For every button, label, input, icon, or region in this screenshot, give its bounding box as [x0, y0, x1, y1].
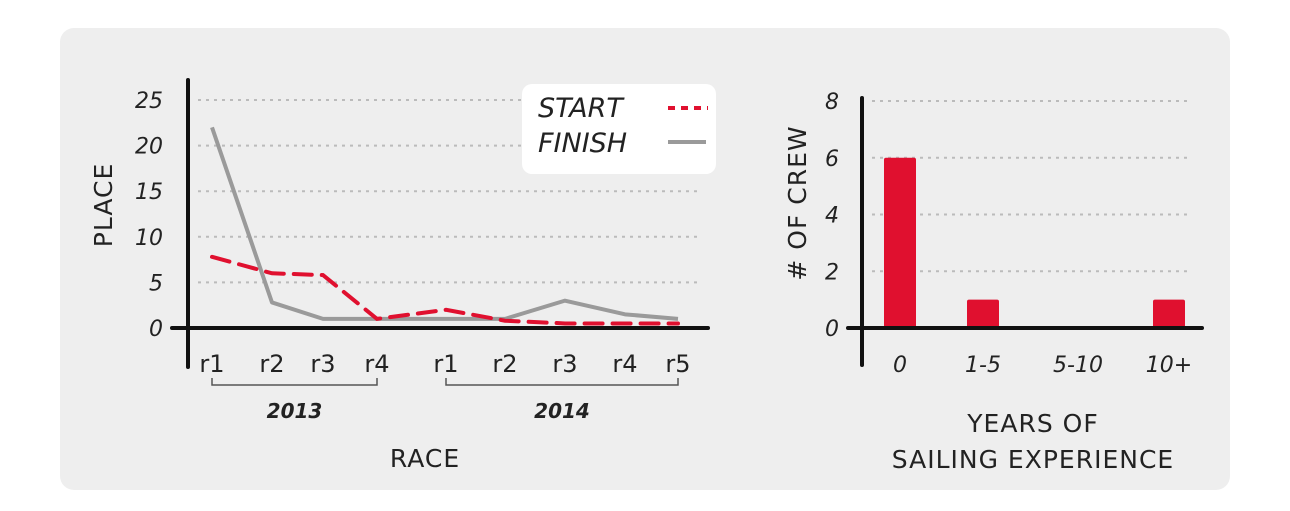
crew-chart-x-ticks: 0 1-5 5-10 10+ — [893, 353, 1192, 378]
x-tick-label: r3 — [310, 350, 335, 378]
group-bracket — [445, 378, 679, 386]
crew-chart-y-label: # OF CREW — [783, 125, 812, 280]
x-tick-label: 1-5 — [965, 353, 1001, 378]
x-tick-label: 10+ — [1146, 353, 1192, 378]
y-tick-label: 0 — [825, 317, 839, 342]
x-tick-label: r1 — [199, 350, 224, 378]
x-tick-label: 5-10 — [1053, 353, 1103, 378]
y-tick-label: 2 — [825, 260, 839, 285]
place-chart: 25 20 15 10 5 0 r1 r2 r3 r4 r1 r2 r3 r4 r5 2013 2014 P… — [89, 78, 716, 473]
bar-1-5 — [967, 299, 999, 328]
crew-chart-x-label-line2: SAILING EXPERIENCE — [892, 445, 1174, 474]
series-start-line — [210, 254, 680, 326]
crew-chart-bars — [884, 157, 1185, 328]
crew-chart-y-ticks: 8 6 4 2 0 — [825, 90, 839, 342]
place-chart-year-groups: 2013 2014 — [211, 378, 679, 423]
y-tick-label: 6 — [825, 147, 839, 172]
y-tick-label: 20 — [135, 135, 163, 160]
place-chart-x-label: RACE — [390, 444, 460, 473]
group-label: 2014 — [534, 399, 590, 423]
place-chart-y-ticks: 25 20 15 10 5 0 — [135, 89, 163, 342]
bar-0 — [884, 157, 916, 328]
x-tick-label: 0 — [893, 353, 907, 378]
y-tick-label: 0 — [149, 317, 163, 342]
crew-chart-x-label-line1: YEARS OF — [966, 409, 1098, 438]
place-chart-y-label: PLACE — [89, 163, 118, 248]
bar-10+ — [1153, 299, 1185, 328]
y-tick-label: 25 — [135, 89, 163, 114]
crew-chart-gridlines — [872, 100, 1192, 273]
place-chart-x-ticks: r1 r2 r3 r4 r1 r2 r3 r4 r5 — [199, 350, 690, 378]
x-tick-label: r2 — [492, 350, 517, 378]
legend-start-label: START — [538, 93, 625, 124]
legend-finish-label: FINISH — [538, 128, 627, 159]
y-tick-label: 5 — [149, 271, 163, 296]
series-finish-line — [210, 126, 679, 321]
y-tick-label: 10 — [135, 226, 163, 251]
x-tick-label: r2 — [259, 350, 284, 378]
group-label: 2013 — [267, 399, 323, 423]
legend-box — [522, 84, 716, 174]
y-tick-label: 4 — [825, 204, 839, 229]
legend: START FINISH — [522, 84, 716, 174]
y-tick-label: 15 — [135, 180, 163, 205]
group-bracket — [211, 378, 378, 386]
x-tick-label: r1 — [433, 350, 458, 378]
x-tick-label: r4 — [364, 350, 389, 378]
crew-chart: 8 6 4 2 0 0 1-5 5-10 10+ # OF CREW YEARS OF SAI… — [783, 90, 1204, 474]
x-tick-label: r3 — [552, 350, 577, 378]
x-tick-label: r5 — [665, 350, 690, 378]
x-tick-label: r4 — [612, 350, 637, 378]
y-tick-label: 8 — [825, 90, 839, 115]
